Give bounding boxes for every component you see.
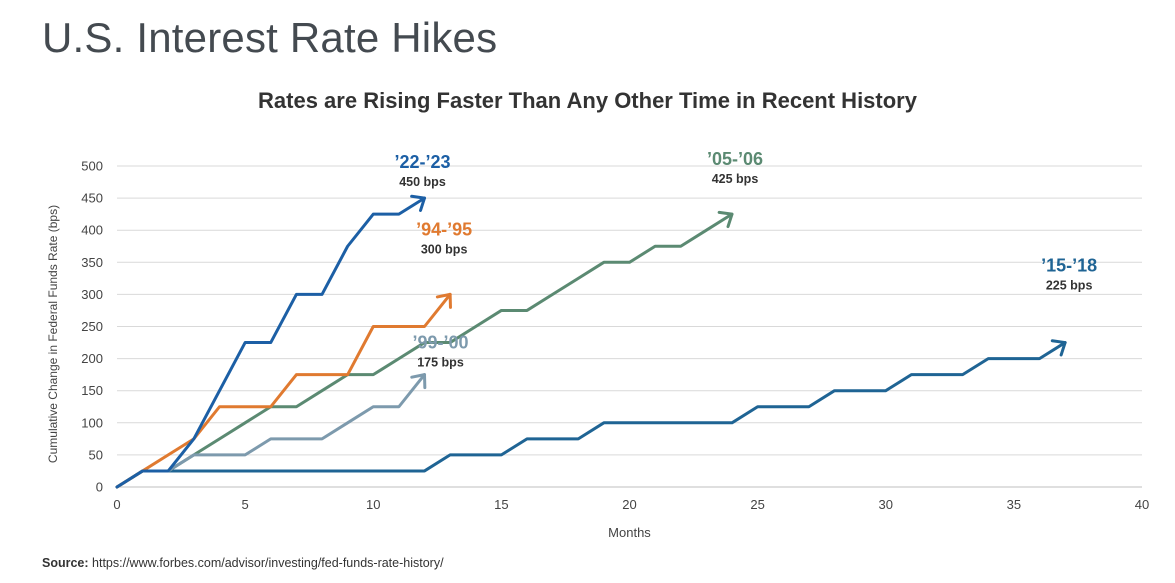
y-tick-label: 350 — [81, 255, 103, 270]
series-line — [115, 341, 1067, 489]
x-tick-label: 5 — [242, 497, 249, 512]
x-tick-label: 35 — [1007, 497, 1021, 512]
series-arrowhead — [1050, 339, 1067, 357]
x-tick-label: 25 — [750, 497, 764, 512]
x-tick-label: 0 — [113, 497, 120, 512]
source-label: Source: — [42, 556, 89, 570]
x-tick-label: 10 — [366, 497, 380, 512]
y-tick-label: 200 — [81, 351, 103, 366]
y-axis-label: Cumulative Change in Federal Funds Rate … — [46, 205, 60, 463]
series-arrowhead — [410, 373, 427, 390]
series-total-label: 175 bps — [417, 356, 464, 370]
series-label: ’22-’23 — [394, 152, 450, 172]
series-arrowhead — [435, 292, 452, 309]
page-title: U.S. Interest Rate Hikes — [42, 14, 498, 61]
series-line — [115, 292, 452, 489]
source-note: Source: https://www.forbes.com/advisor/i… — [42, 556, 444, 570]
chart-title: Rates are Rising Faster Than Any Other T… — [258, 88, 917, 113]
series-total-label: 450 bps — [399, 175, 446, 189]
x-tick-label: 30 — [879, 497, 893, 512]
series-line — [115, 196, 426, 489]
x-tick-label: 40 — [1135, 497, 1149, 512]
series-label: ’94-’95 — [416, 219, 472, 239]
x-tick-label: 15 — [494, 497, 508, 512]
series-label: ’05-’06 — [707, 149, 763, 169]
x-axis-label: Months — [608, 525, 651, 540]
y-tick-label: 100 — [81, 415, 103, 430]
source-url[interactable]: https://www.forbes.com/advisor/investing… — [92, 556, 444, 570]
series-line — [115, 212, 734, 489]
series-arrowhead — [410, 194, 426, 212]
y-tick-label: 50 — [89, 447, 103, 462]
series-arrowhead — [717, 210, 734, 229]
series-label: ’15-’18 — [1041, 256, 1097, 276]
y-tick-label: 450 — [81, 191, 103, 206]
series-total-label: 300 bps — [421, 242, 468, 256]
x-tick-label: 20 — [622, 497, 636, 512]
y-tick-label: 250 — [81, 319, 103, 334]
y-tick-label: 0 — [96, 480, 103, 495]
series-total-label: 425 bps — [712, 172, 759, 186]
y-tick-label: 150 — [81, 383, 103, 398]
series-label: ’99-’00 — [412, 333, 468, 353]
y-tick-label: 400 — [81, 223, 103, 238]
y-tick-label: 300 — [81, 287, 103, 302]
y-tick-label: 500 — [81, 159, 103, 174]
series-total-label: 225 bps — [1046, 279, 1093, 293]
